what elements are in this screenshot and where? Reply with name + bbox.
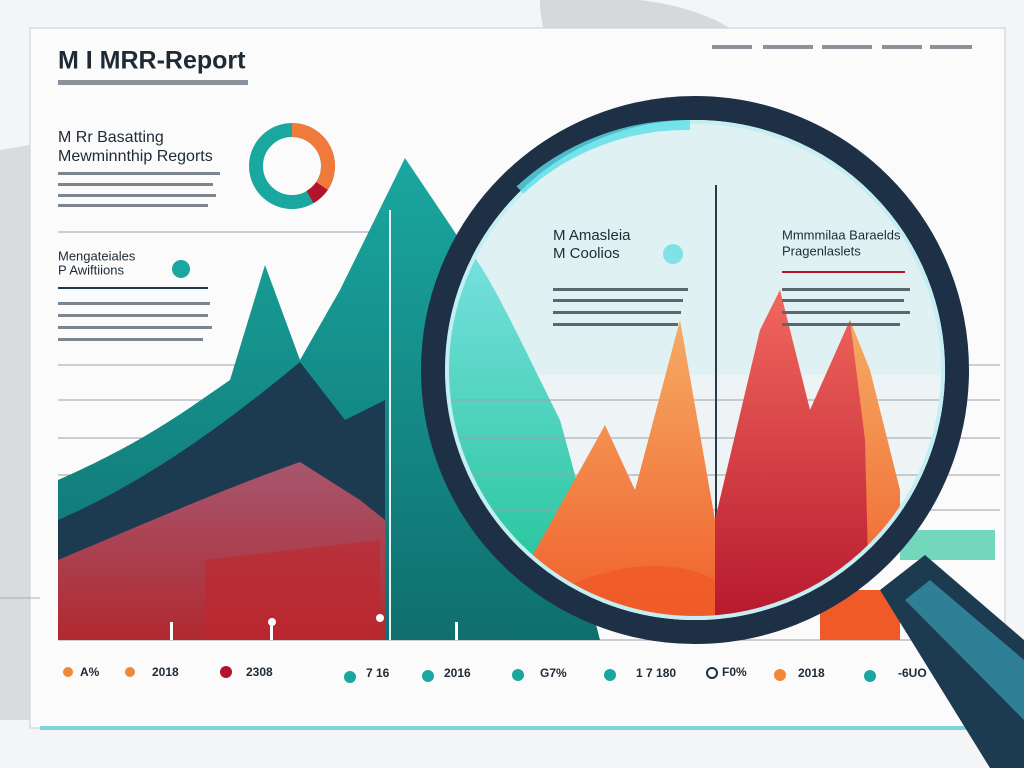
nav-item: [822, 45, 872, 49]
legend-label: A%: [80, 665, 100, 679]
panel-heading: Mewminnthip Regorts: [58, 148, 213, 165]
text-line: [58, 326, 212, 329]
lens-heading: M Coolios: [553, 245, 620, 262]
panel-heading: M Rr Basatting: [58, 129, 164, 146]
legend-dot: [774, 669, 786, 681]
text-line: [58, 302, 210, 305]
lens-heading: Pragenlaslets: [782, 243, 861, 258]
title: M I MRR-Report: [58, 47, 246, 75]
donut-segment: [291, 122, 336, 190]
legend-dot: [706, 667, 718, 679]
legend-dot: [220, 666, 232, 678]
text-line: [58, 172, 220, 175]
donut-segment: [306, 181, 328, 204]
nav-item: [763, 45, 813, 49]
legend-dot: [512, 669, 524, 681]
dot: [172, 260, 190, 278]
legend-dot: [63, 667, 73, 677]
legend-dot: [125, 667, 135, 677]
markers: [170, 614, 458, 640]
legend-label: 7 16: [366, 666, 390, 680]
subtitle-bar: [58, 80, 248, 85]
legend-dot: [604, 669, 616, 681]
footer-legend: A% 2018 2308 7 16 2016 G7% 1 7 180 F0% 2…: [63, 665, 927, 683]
legend-dot: [344, 671, 356, 683]
text-line: [58, 314, 208, 317]
text-line: [58, 183, 213, 186]
magnifier-ring: [421, 96, 969, 644]
magnifier-handle-highlight: [905, 580, 1024, 720]
lens-heading: Mmmmilaa Baraelds: [782, 227, 901, 242]
legend-label: F0%: [722, 665, 747, 679]
panel-subheading: Mengateiales: [58, 248, 136, 263]
legend-label: 2016: [444, 666, 471, 680]
lens-glint: [516, 119, 691, 194]
nav-item: [712, 45, 752, 49]
legend-label: 2018: [798, 666, 825, 680]
text-line: [58, 338, 203, 341]
text-line: [58, 194, 216, 197]
lens-heading: M Amasleia: [553, 227, 631, 244]
legend-dot: [864, 670, 876, 682]
bar: [900, 530, 995, 560]
area: [205, 540, 380, 640]
panel-subheading: P Awiftiions: [58, 262, 125, 277]
nav-item: [882, 45, 922, 49]
legend-dot: [422, 670, 434, 682]
nav-item: [930, 45, 972, 49]
legend-label: -6UO: [898, 666, 927, 680]
legend-label: G7%: [540, 666, 567, 680]
legend-label: 2308: [246, 665, 273, 679]
text-line: [58, 204, 208, 207]
magnifier-inner-ring: [445, 120, 945, 620]
legend-label: 1 7 180: [636, 666, 676, 680]
legend-label: 2018: [152, 665, 179, 679]
